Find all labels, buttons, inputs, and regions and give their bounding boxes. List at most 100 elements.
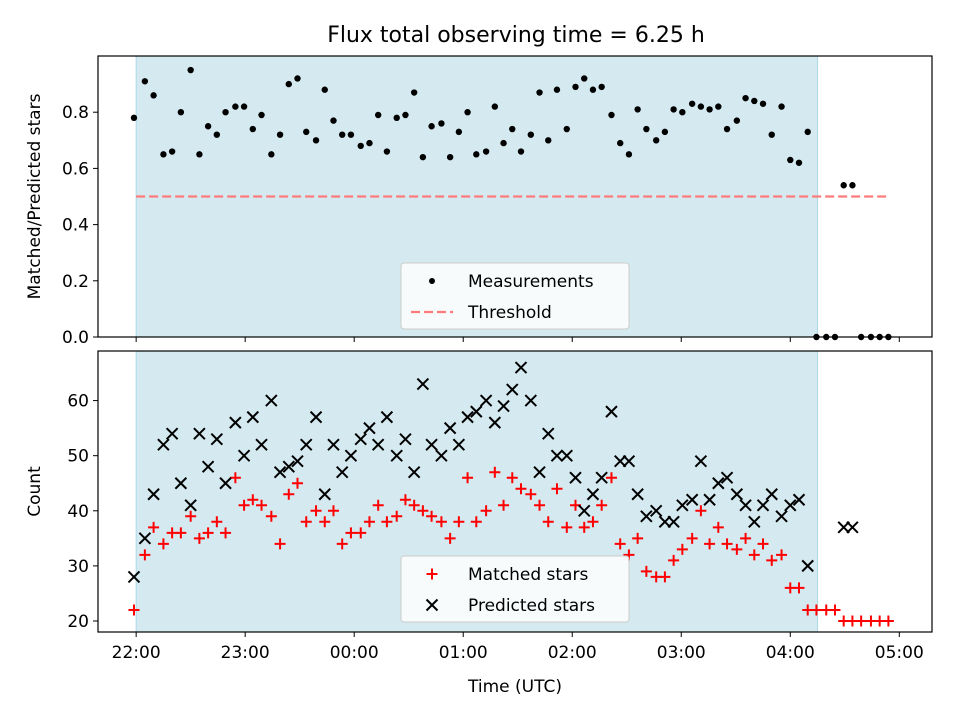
- measurement-point: [733, 117, 741, 124]
- matched-star-point: [515, 483, 527, 495]
- matched-star-point: [220, 527, 232, 539]
- measurement-point: [204, 123, 212, 130]
- predicted-star-point: [318, 488, 331, 501]
- matched-star-point: [810, 604, 822, 616]
- predicted-star-point: [390, 449, 403, 462]
- measurement-point: [563, 125, 570, 133]
- predicted-star-point: [756, 499, 770, 512]
- matched-star-point: [757, 538, 769, 550]
- predicted-star-point: [193, 427, 206, 440]
- matched-star-point: [175, 527, 187, 539]
- legend-box: [400, 555, 630, 623]
- predicted-star-point: [479, 394, 493, 407]
- matched-star-point: [417, 505, 429, 517]
- predicted-star-point: [739, 499, 752, 512]
- predicted-star-point: [300, 438, 313, 451]
- matched-star-point: [202, 527, 214, 539]
- measurement-point: [840, 182, 847, 189]
- matched-star-point: [776, 549, 788, 561]
- y-axis-label: Matched/Predicted stars: [25, 93, 45, 299]
- y-axis-label: Count: [25, 466, 45, 517]
- matched-star-point: [408, 499, 420, 511]
- measurement-point: [213, 131, 221, 138]
- measurement-point: [464, 109, 471, 116]
- measurement-point: [778, 103, 785, 110]
- predicted-star-point: [765, 488, 778, 501]
- measurement-point: [347, 131, 355, 138]
- matched-star-point: [587, 516, 599, 528]
- measurement-point: [652, 137, 660, 144]
- measurement-point: [383, 148, 391, 155]
- y-tick-label: 0.4: [62, 216, 89, 236]
- matched-star-point: [211, 516, 223, 528]
- predicted-star-point: [309, 410, 323, 424]
- matched-star-point: [444, 532, 456, 544]
- predicted-star-point: [165, 427, 179, 440]
- measurement-point: [500, 139, 507, 147]
- predicted-star-point: [210, 432, 224, 446]
- predicted-star-point: [488, 416, 502, 429]
- measurement-point: [723, 125, 731, 133]
- matched-star-point: [336, 538, 348, 550]
- y-tick-label: 0.8: [62, 103, 89, 123]
- predicted-star-point: [542, 427, 555, 440]
- matched-star-point: [632, 532, 644, 544]
- matched-star-point: [462, 472, 474, 484]
- measurement-point: [222, 109, 229, 116]
- measurement-point: [339, 131, 346, 138]
- predicted-star-point: [229, 416, 242, 429]
- measurement-point: [357, 142, 364, 150]
- matched-star-point: [498, 499, 510, 511]
- predicted-star-point: [578, 504, 591, 517]
- x-tick-label: 03:00: [657, 643, 706, 663]
- measurement-point: [517, 148, 525, 155]
- measurement-point: [168, 148, 176, 155]
- matched-star-point: [731, 543, 743, 555]
- matched-star-point: [676, 543, 688, 555]
- matched-star-point: [274, 538, 286, 550]
- measurement-point: [258, 111, 265, 119]
- matched-star-point: [882, 615, 894, 627]
- matched-star-point: [506, 472, 518, 484]
- predicted-star-point: [703, 493, 716, 506]
- matched-star-point: [480, 505, 492, 517]
- matched-star-point: [605, 472, 617, 484]
- matched-star-point: [247, 494, 259, 506]
- predicted-star-point: [273, 466, 287, 479]
- matched-star-point: [128, 604, 140, 616]
- predicted-star-point: [291, 454, 304, 468]
- predicted-star-point: [201, 460, 215, 473]
- predicted-star-point: [569, 471, 582, 484]
- measurement-point: [553, 86, 561, 93]
- measurement-point: [715, 103, 722, 110]
- predicted-star-point: [595, 471, 608, 484]
- matched-star-point: [596, 499, 608, 511]
- measurement-point: [768, 131, 775, 138]
- measurement-point: [232, 103, 239, 110]
- x-tick-label: 01:00: [439, 643, 488, 663]
- measurement-point: [482, 148, 490, 155]
- predicted-star-point: [425, 438, 438, 451]
- predicted-star-point: [452, 438, 466, 451]
- measurement-point: [661, 128, 669, 136]
- predicted-star-point: [560, 449, 573, 462]
- predicted-star-point: [371, 438, 385, 451]
- matched-star-point: [426, 510, 438, 522]
- measurement-point: [787, 156, 794, 164]
- measurement-point: [697, 103, 705, 110]
- measurement-point: [536, 89, 543, 96]
- measurement-point: [742, 94, 749, 102]
- predicted-star-point: [138, 532, 152, 545]
- matched-star-point: [193, 532, 205, 544]
- matched-star-point: [391, 510, 403, 522]
- y-tick-label: 20: [67, 612, 89, 632]
- matched-star-point: [542, 516, 554, 528]
- count-panel: 20 30 40 50 60 22:00 23:00 00:00 01:00 02:00 03:00…: [25, 350, 933, 697]
- measurement-point: [625, 151, 633, 158]
- matched-star-point: [534, 499, 546, 511]
- matched-star-point: [229, 472, 241, 484]
- matched-star-point: [748, 549, 760, 561]
- predicted-star-point: [631, 488, 644, 501]
- chart-title: Flux total observing time = 6.25 h: [327, 23, 705, 48]
